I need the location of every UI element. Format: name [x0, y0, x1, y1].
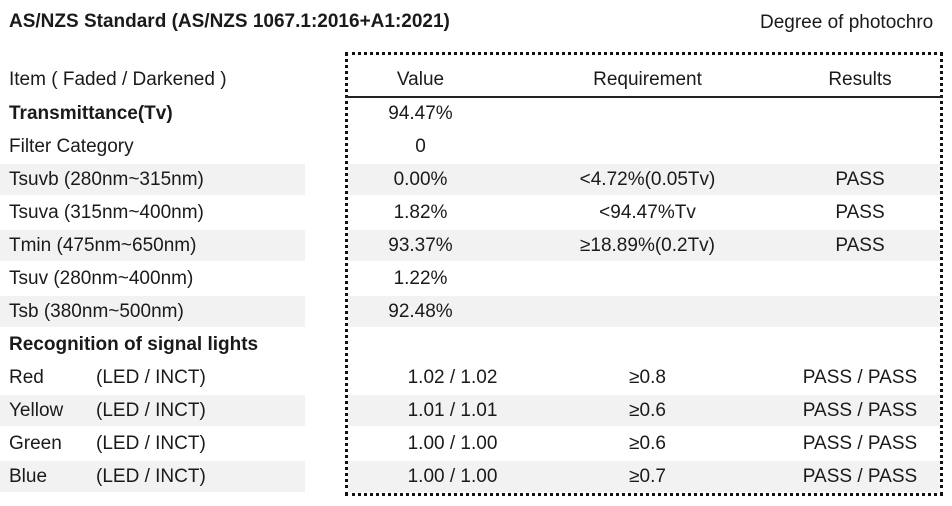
- row-requirement: [520, 295, 775, 328]
- row-value: 0: [415, 136, 426, 157]
- row-item: Tsuvb (280nm~315nm): [9, 169, 204, 190]
- page-title: AS/NZS Standard (AS/NZS 1067.1:2016+A1:2…: [9, 11, 450, 32]
- header-requirement: Requirement: [593, 69, 702, 90]
- header-divider: [345, 96, 943, 98]
- row-result: PASS: [835, 235, 885, 256]
- row-value: [348, 328, 493, 361]
- row-result: [780, 295, 940, 328]
- signal-result: PASS / PASS: [802, 466, 918, 487]
- signal-result: PASS / PASS: [802, 367, 918, 388]
- row-item: Tsuv (280nm~400nm): [9, 268, 194, 289]
- row-requirement: [520, 130, 775, 163]
- table-row: Filter Category 0: [0, 130, 952, 163]
- signal-row-blue: Blue (LED / INCT) 1.00 / 1.00 ≥0.7 PASS …: [0, 460, 952, 493]
- table-row: Transmittance(Tv) 94.47%: [0, 97, 952, 130]
- table-row: Tsb (380nm~500nm) 92.48%: [0, 295, 952, 328]
- signal-requirement: ≥0.6: [629, 400, 666, 421]
- signal-color: Blue: [9, 466, 48, 487]
- table-header-row: Item ( Faded / Darkened ) Value Requirem…: [0, 63, 952, 96]
- signal-result: PASS / PASS: [802, 400, 918, 421]
- table-row: Recognition of signal lights: [0, 328, 952, 361]
- signal-color: Yellow: [9, 400, 64, 421]
- row-value: 94.47%: [388, 103, 453, 124]
- row-requirement: <4.72%(0.05Tv): [579, 169, 716, 190]
- table-row: Tsuva (315nm~400nm) 1.82% <94.47%Tv PASS: [0, 196, 952, 229]
- row-result: [780, 97, 940, 130]
- signal-requirement: ≥0.7: [629, 466, 666, 487]
- signal-value: 1.02 / 1.02: [407, 367, 498, 388]
- row-value: 93.37%: [388, 235, 453, 256]
- table-row: Tsuvb (280nm~315nm) 0.00% <4.72%(0.05Tv)…: [0, 163, 952, 196]
- signal-row-red: Red (LED / INCT) 1.02 / 1.02 ≥0.8 PASS /…: [0, 361, 952, 394]
- results-dotted-frame: [345, 52, 943, 496]
- row-result: [780, 328, 940, 361]
- row-requirement: <94.47%Tv: [599, 202, 696, 223]
- signal-value: 1.00 / 1.00: [407, 433, 498, 454]
- row-item: Tmin (475nm~650nm): [9, 235, 197, 256]
- row-value: 1.82%: [393, 202, 448, 223]
- row-item: Tsuva (315nm~400nm): [9, 202, 204, 223]
- table-row: Tsuv (280nm~400nm) 1.22%: [0, 262, 952, 295]
- row-result: [780, 262, 940, 295]
- signal-requirement: ≥0.8: [629, 367, 666, 388]
- header-value: Value: [396, 69, 445, 90]
- row-requirement: [520, 262, 775, 295]
- signal-result: PASS / PASS: [802, 433, 918, 454]
- row-value: 0.00%: [393, 169, 448, 190]
- row-result: PASS: [835, 202, 885, 223]
- section-title-truncated: Degree of photochro: [760, 12, 934, 33]
- signal-type: (LED / INCT): [96, 466, 206, 487]
- signal-row-yellow: Yellow (LED / INCT) 1.01 / 1.01 ≥0.6 PAS…: [0, 394, 952, 427]
- row-result: PASS: [835, 169, 885, 190]
- signal-value: 1.00 / 1.00: [407, 466, 498, 487]
- signal-color: Red: [9, 367, 44, 388]
- header-results: Results: [828, 69, 892, 90]
- row-item: Tsb (380nm~500nm): [9, 301, 184, 322]
- signal-type: (LED / INCT): [96, 400, 206, 421]
- header-item: Item ( Faded / Darkened ): [9, 69, 227, 90]
- row-requirement: [520, 97, 775, 130]
- row-requirement: [520, 328, 775, 361]
- signal-type: (LED / INCT): [96, 433, 206, 454]
- signal-row-green: Green (LED / INCT) 1.00 / 1.00 ≥0.6 PASS…: [0, 427, 952, 460]
- row-result: [780, 130, 940, 163]
- signal-requirement: ≥0.6: [629, 433, 666, 454]
- signal-color: Green: [9, 433, 62, 454]
- row-requirement: ≥18.89%(0.2Tv): [579, 235, 716, 256]
- signal-type: (LED / INCT): [96, 367, 206, 388]
- row-item: Filter Category: [9, 136, 134, 157]
- row-value: 1.22%: [393, 268, 448, 289]
- row-item: Recognition of signal lights: [9, 334, 259, 355]
- row-value: 92.48%: [388, 301, 453, 322]
- table-row: Tmin (475nm~650nm) 93.37% ≥18.89%(0.2Tv)…: [0, 229, 952, 262]
- signal-value: 1.01 / 1.01: [407, 400, 498, 421]
- row-item: Transmittance(Tv): [9, 103, 173, 124]
